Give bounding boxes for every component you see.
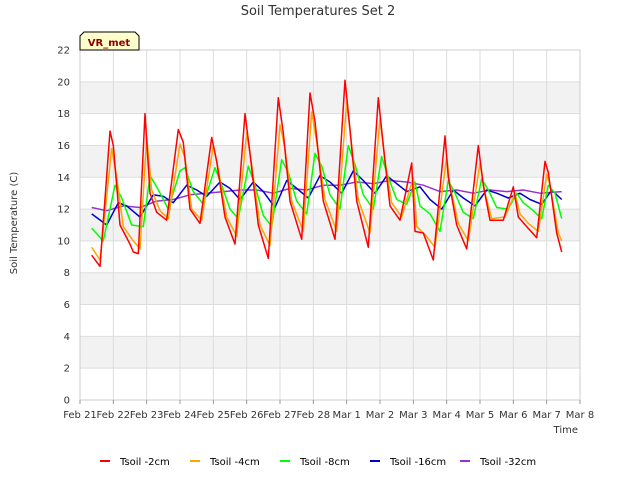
y-tick-label: 4	[64, 332, 70, 343]
y-tick-label: 20	[57, 77, 70, 88]
plot-frame	[79, 49, 581, 401]
x-tick-label: Feb 23	[130, 410, 164, 421]
x-tick-label: Mar 3	[399, 410, 427, 421]
badge-shape	[79, 31, 140, 51]
y-tick-label: 18	[57, 109, 70, 120]
x-tick-label: Feb 26	[230, 410, 264, 421]
station-badge: VR_met	[79, 31, 140, 51]
legend-label: Tsoil -4cm	[209, 457, 260, 468]
x-tick-label: Feb 27	[263, 410, 297, 421]
y-tick-label: 16	[57, 141, 70, 152]
plot-band	[80, 336, 580, 369]
plot-band	[80, 240, 580, 273]
x-tick-label: Mar 8	[566, 410, 594, 421]
plot-band	[80, 81, 580, 114]
y-axis-title: Soil Temperature (C)	[9, 172, 20, 275]
legend-label: Tsoil -8cm	[299, 457, 350, 468]
plot-background-bands	[80, 50, 580, 400]
plot-band	[80, 304, 580, 337]
plot-band	[80, 113, 580, 146]
badge-text: VR_met	[88, 38, 131, 49]
x-tick-label: Mar 2	[366, 410, 394, 421]
series-line-tsoil-8cm	[91, 144, 563, 242]
y-tick-label: 10	[57, 236, 70, 247]
y-tick-label: 14	[57, 173, 70, 184]
y-tick-label: 22	[57, 46, 70, 57]
x-tick-label: Mar 7	[532, 410, 560, 421]
plot-band	[80, 368, 580, 400]
x-tick-label: Feb 25	[197, 410, 231, 421]
x-tick-label: Feb 28	[297, 410, 331, 421]
x-tick-label: Feb 21	[63, 410, 97, 421]
chart-title: Soil Temperatures Set 2	[241, 4, 396, 19]
series-line-tsoil-4cm	[91, 101, 563, 261]
plot-band	[80, 145, 580, 178]
x-tick-label: Feb 22	[97, 410, 131, 421]
plot-band	[80, 50, 580, 82]
y-tick-label: 2	[64, 364, 70, 375]
x-tick-label: Mar 4	[432, 410, 460, 421]
y-tick-label: 12	[57, 205, 70, 216]
series-lines	[91, 79, 563, 268]
legend-label: Tsoil -32cm	[479, 457, 536, 468]
x-tick-label: Mar 6	[499, 410, 527, 421]
x-tick-label: Mar 5	[466, 410, 494, 421]
legend-label: Tsoil -16cm	[389, 457, 446, 468]
series-line-tsoil-2cm	[91, 79, 563, 268]
plot-band	[80, 272, 580, 305]
y-tick-label: 0	[64, 396, 70, 407]
legend: Tsoil -2cm Tsoil -4cm Tsoil -8cm Tsoil -16c…	[100, 457, 536, 468]
x-axis-title: Time	[553, 425, 578, 436]
x-axis-ticks: Feb 21 Feb 22 Feb 23 Feb 24 Feb 25 Feb 26 Feb …	[63, 400, 594, 421]
x-tick-label: Mar 1	[332, 410, 360, 421]
y-axis-ticks: 0 2 4 6 8 10 12 14 16 18 20 22	[57, 46, 70, 407]
legend-label: Tsoil -2cm	[119, 457, 170, 468]
x-tick-label: Feb 24	[163, 410, 197, 421]
series-line-tsoil-16cm	[91, 170, 563, 226]
y-tick-label: 8	[64, 268, 70, 279]
y-tick-label: 6	[64, 300, 70, 311]
